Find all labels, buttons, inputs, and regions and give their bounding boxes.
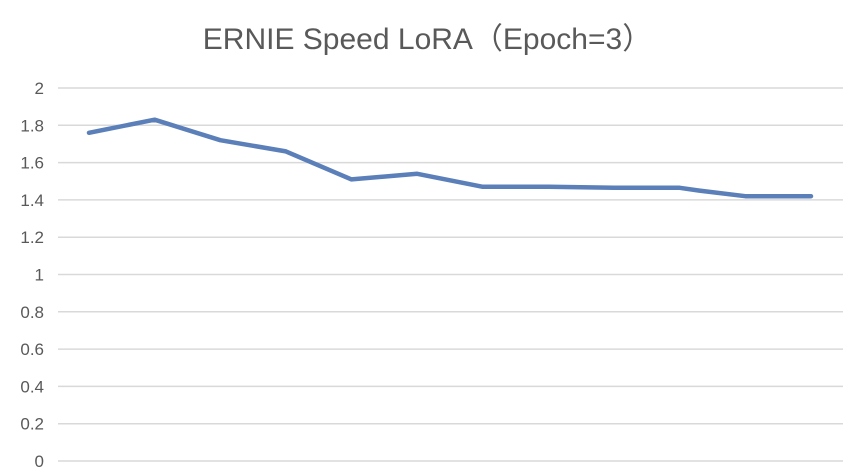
- y-tick-label: 0.2: [20, 415, 44, 434]
- y-tick-label: 1.4: [20, 191, 44, 210]
- y-tick-label: 0: [35, 452, 44, 471]
- y-tick-label: 1: [35, 266, 44, 285]
- y-tick-label: 1.6: [20, 154, 44, 173]
- series-line-0: [86, 117, 814, 199]
- chart-title: ERNIE Speed LoRA（Epoch=3）: [202, 23, 653, 56]
- y-tick-label: 1.2: [20, 228, 44, 247]
- y-tick-label: 1.8: [20, 116, 44, 135]
- y-tick-label: 0.4: [20, 377, 44, 396]
- y-tick-label: 2: [35, 79, 44, 98]
- gridlines: [58, 87, 843, 462]
- y-tick-label: 0.8: [20, 303, 44, 322]
- y-tick-label: 0.6: [20, 340, 44, 359]
- series-lines: [86, 117, 814, 199]
- y-axis-tick-labels: 0 0.2 0.4 0.6 0.8 1 1.2 1.4 1.6 1.8 2: [20, 79, 44, 471]
